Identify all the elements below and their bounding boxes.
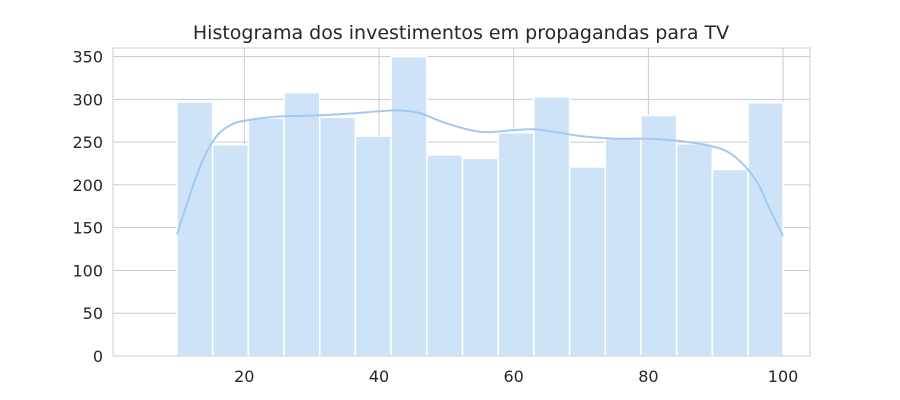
histogram-bar bbox=[568, 166, 607, 357]
x-tick-label: 40 bbox=[369, 367, 389, 386]
x-tick-label: 20 bbox=[234, 367, 254, 386]
histogram-bar bbox=[747, 102, 784, 357]
histogram-bar bbox=[640, 114, 678, 357]
x-tick-label: 60 bbox=[504, 367, 524, 386]
histogram-bars bbox=[176, 55, 784, 357]
histogram-bar bbox=[176, 101, 214, 357]
y-tick-label: 350 bbox=[72, 48, 103, 67]
histogram-bar bbox=[247, 117, 285, 357]
histogram-bar bbox=[711, 168, 749, 357]
y-tick-label: 100 bbox=[72, 261, 103, 280]
histogram-bar bbox=[461, 157, 499, 357]
histogram-bar bbox=[604, 137, 642, 357]
histogram-bar bbox=[211, 143, 250, 357]
density-curve bbox=[176, 109, 784, 237]
plot-frame bbox=[112, 47, 811, 357]
y-tick-label: 300 bbox=[72, 90, 103, 109]
histogram-bar bbox=[533, 96, 571, 357]
y-tick-label: 50 bbox=[83, 304, 103, 323]
y-tick-label: 250 bbox=[72, 133, 103, 152]
y-tick-label: 0 bbox=[93, 347, 103, 366]
x-axis-ticks: 20 40 60 80 100 bbox=[234, 367, 798, 386]
histogram-bar bbox=[675, 143, 714, 357]
histogram-bar bbox=[390, 55, 428, 357]
y-tick-label: 150 bbox=[72, 219, 103, 238]
x-tick-label: 100 bbox=[768, 367, 799, 386]
kde-line bbox=[176, 109, 784, 237]
histogram-bar bbox=[283, 91, 321, 357]
y-axis-ticks: 0 50 100 150 200 250 300 350 bbox=[72, 48, 103, 366]
chart-title: Histograma dos investimentos em propagan… bbox=[193, 22, 729, 44]
y-tick-label: 200 bbox=[72, 176, 103, 195]
histogram-bar bbox=[426, 154, 464, 357]
histogram-bar bbox=[497, 131, 535, 357]
x-tick-label: 80 bbox=[638, 367, 658, 386]
histogram-bar bbox=[354, 135, 392, 357]
histogram-bar bbox=[318, 116, 357, 357]
